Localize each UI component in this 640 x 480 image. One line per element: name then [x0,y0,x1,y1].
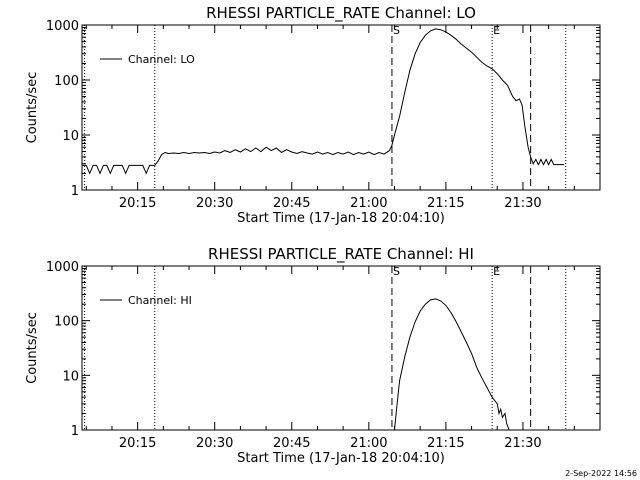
y-tick-label: 10 [62,129,79,144]
footer-timestamp: 2-Sep-2022 14:56 [565,469,637,478]
x-tick-label: 21:15 [427,196,464,211]
y-tick-label: 10 [62,369,79,384]
time-marker-label: S [393,265,400,278]
time-marker-label: S [393,24,400,37]
hi-channel-panel: RHESSI PARTICLE_RATE Channel: HI 1 10 100 10… [25,245,601,466]
x-tick-label: 20:15 [119,196,156,211]
x-axis-label: Start Time (17-Jan-18 20:04:10) [237,451,445,466]
y-axis-label: Counts/sec [25,312,40,384]
y-axis-label: Counts/sec [25,72,40,144]
y-tick-label: 1 [71,184,79,199]
x-tick-label: 20:15 [119,436,156,451]
y-tick-label: 1000 [46,19,79,34]
x-tick-label: 21:30 [504,436,541,451]
series-line [394,298,510,431]
x-tick-label: 21:00 [350,436,387,451]
y-tick-label: 1 [71,424,79,439]
x-tick-label: 21:15 [427,436,464,451]
x-tick-label: 20:45 [273,196,310,211]
y-tick-label: 1000 [46,260,79,275]
chart-title: RHESSI PARTICLE_RATE Channel: LO [206,4,476,23]
legend-label: Channel: LO [128,53,195,66]
x-tick-label: 20:30 [196,436,233,451]
x-axis-label: Start Time (17-Jan-18 20:04:10) [237,211,445,226]
y-tick-label: 100 [54,74,79,89]
x-tick-label: 21:00 [350,196,387,211]
series-line [82,28,564,175]
time-marker-label: E [493,265,500,278]
x-tick-label: 20:45 [273,436,310,451]
chart-title: RHESSI PARTICLE_RATE Channel: HI [208,245,474,264]
y-tick-label: 100 [54,315,79,330]
lo-channel-panel: RHESSI PARTICLE_RATE Channel: LO 1 10 100 10… [25,4,601,226]
plot-frame [81,265,601,431]
plot-frame [81,24,601,191]
legend-label: Channel: HI [128,294,192,307]
x-tick-label: 21:30 [504,196,541,211]
time-marker-label: E [493,24,500,37]
x-tick-label: 20:30 [196,196,233,211]
